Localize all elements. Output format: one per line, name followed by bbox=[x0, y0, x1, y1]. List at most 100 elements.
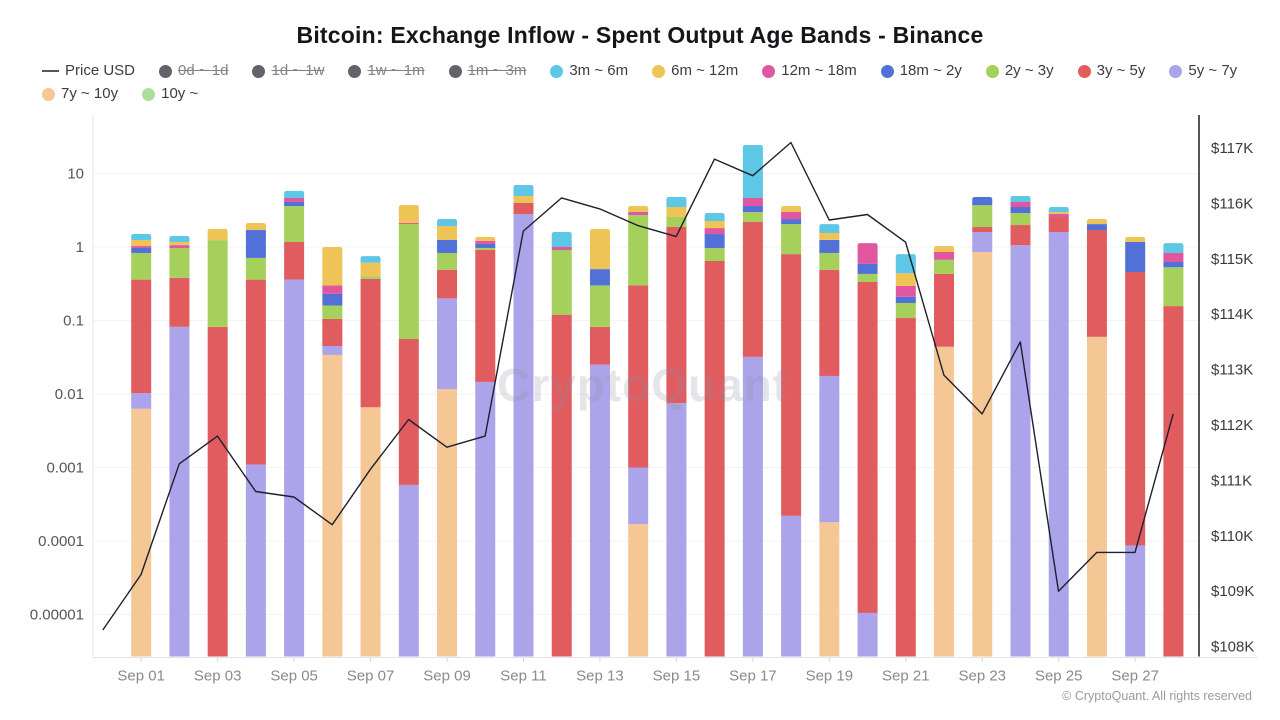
bar-segment-sep-04[interactable] bbox=[245, 230, 266, 258]
bar-segment-sep-15[interactable] bbox=[666, 227, 687, 404]
bar-segment-sep-09[interactable] bbox=[437, 252, 458, 270]
bar-segment-sep-24[interactable] bbox=[1010, 213, 1031, 226]
bar-segment-sep-05[interactable] bbox=[284, 206, 305, 242]
bar-segment-sep-18[interactable] bbox=[781, 212, 802, 220]
bar-segment-sep-09[interactable] bbox=[437, 219, 458, 227]
bar-segment-sep-23[interactable] bbox=[972, 205, 993, 228]
bar-segment-sep-01[interactable] bbox=[131, 240, 152, 247]
bar-segment-sep-28[interactable] bbox=[1163, 306, 1184, 657]
legend-item-1w-1m[interactable]: 1w ~ 1m bbox=[348, 61, 425, 81]
bar-segment-sep-05[interactable] bbox=[284, 279, 305, 657]
bar-segment-sep-10[interactable] bbox=[475, 240, 496, 244]
bar-segment-sep-22[interactable] bbox=[934, 246, 955, 253]
bar-segment-sep-03[interactable] bbox=[207, 228, 228, 241]
bar-segment-sep-10[interactable] bbox=[475, 247, 496, 251]
bar-segment-sep-19[interactable] bbox=[819, 233, 840, 240]
bar-segment-sep-09[interactable] bbox=[437, 388, 458, 657]
bar-segment-sep-07[interactable] bbox=[360, 262, 381, 277]
bar-segment-sep-04[interactable] bbox=[245, 279, 266, 465]
bar-segment-sep-24[interactable] bbox=[1010, 207, 1031, 214]
bar-segment-sep-11[interactable] bbox=[513, 196, 534, 203]
bar-segment-sep-17[interactable] bbox=[742, 206, 763, 213]
bar-segment-sep-07[interactable] bbox=[360, 407, 381, 657]
legend-item-10y[interactable]: 10y ~ bbox=[142, 84, 198, 104]
bar-segment-sep-22[interactable] bbox=[934, 346, 955, 657]
bar-segment-sep-27[interactable] bbox=[1125, 241, 1146, 272]
bar-segment-sep-10[interactable] bbox=[475, 250, 496, 382]
bar-segment-sep-16[interactable] bbox=[704, 220, 725, 229]
legend-item-7y-10y[interactable]: 7y ~ 10y bbox=[42, 84, 118, 104]
bar-segment-sep-08[interactable] bbox=[398, 484, 419, 657]
bar-segment-sep-26[interactable] bbox=[1086, 230, 1107, 337]
bar-segment-sep-14[interactable] bbox=[628, 212, 649, 216]
legend-item-1d-1w[interactable]: 1d ~ 1w bbox=[252, 61, 324, 81]
bar-segment-sep-20[interactable] bbox=[857, 282, 878, 613]
bar-segment-sep-05[interactable] bbox=[284, 190, 305, 198]
bar-segment-sep-24[interactable] bbox=[1010, 196, 1031, 202]
bar-segment-sep-01[interactable] bbox=[131, 252, 152, 280]
legend-item-2y-3y[interactable]: 2y ~ 3y bbox=[985, 61, 1054, 81]
bar-segment-sep-22[interactable] bbox=[934, 252, 955, 260]
bar-segment-sep-18[interactable] bbox=[781, 224, 802, 255]
bar-segment-sep-24[interactable] bbox=[1010, 225, 1031, 246]
bar-segment-sep-06[interactable] bbox=[322, 247, 343, 286]
legend-item-18m-2y[interactable]: 18m ~ 2y bbox=[880, 61, 962, 81]
bar-segment-sep-17[interactable] bbox=[742, 356, 763, 657]
bar-segment-sep-09[interactable] bbox=[437, 239, 458, 253]
bar-segment-sep-25[interactable] bbox=[1048, 212, 1069, 215]
bar-segment-sep-21[interactable] bbox=[895, 303, 916, 319]
bar-segment-sep-21[interactable] bbox=[895, 254, 916, 274]
bar-segment-sep-02[interactable] bbox=[169, 277, 190, 327]
bar-segment-sep-05[interactable] bbox=[284, 197, 305, 202]
bar-segment-sep-01[interactable] bbox=[131, 279, 152, 394]
bar-segment-sep-08[interactable] bbox=[398, 224, 419, 340]
bar-segment-sep-08[interactable] bbox=[398, 223, 419, 225]
bar-segment-sep-12[interactable] bbox=[551, 247, 572, 251]
legend-item-5y-7y[interactable]: 5y ~ 7y bbox=[1169, 61, 1237, 81]
bar-segment-sep-20[interactable] bbox=[857, 243, 878, 264]
bar-segment-sep-17[interactable] bbox=[742, 145, 763, 198]
bar-segment-sep-10[interactable] bbox=[475, 243, 496, 248]
bar-segment-sep-26[interactable] bbox=[1086, 224, 1107, 231]
bar-segment-sep-24[interactable] bbox=[1010, 245, 1031, 657]
legend-item-3y-5y[interactable]: 3y ~ 5y bbox=[1077, 61, 1145, 81]
bar-segment-sep-06[interactable] bbox=[322, 285, 343, 294]
bar-segment-sep-16[interactable] bbox=[704, 260, 725, 657]
bar-segment-sep-11[interactable] bbox=[513, 214, 534, 657]
bar-segment-sep-23[interactable] bbox=[972, 227, 993, 232]
bar-segment-sep-10[interactable] bbox=[475, 236, 496, 241]
bar-segment-sep-02[interactable] bbox=[169, 236, 190, 242]
bar-segment-sep-12[interactable] bbox=[551, 250, 572, 315]
bar-segment-sep-15[interactable] bbox=[666, 216, 687, 228]
bar-segment-sep-06[interactable] bbox=[322, 354, 343, 657]
bar-segment-sep-07[interactable] bbox=[360, 276, 381, 279]
bar-segment-sep-13[interactable] bbox=[589, 364, 610, 657]
bar-segment-sep-19[interactable] bbox=[819, 375, 840, 523]
bar-segment-sep-15[interactable] bbox=[666, 207, 687, 217]
bar-segment-sep-09[interactable] bbox=[437, 269, 458, 299]
bar-segment-sep-11[interactable] bbox=[513, 202, 534, 215]
bar-segment-sep-25[interactable] bbox=[1048, 207, 1069, 213]
bar-segment-sep-04[interactable] bbox=[245, 223, 266, 231]
bar-segment-sep-14[interactable] bbox=[628, 524, 649, 657]
bar-segment-sep-02[interactable] bbox=[169, 326, 190, 657]
bar-segment-sep-23[interactable] bbox=[972, 252, 993, 657]
bar-segment-sep-06[interactable] bbox=[322, 305, 343, 319]
bar-segment-sep-25[interactable] bbox=[1048, 216, 1069, 232]
bar-segment-sep-12[interactable] bbox=[551, 231, 572, 247]
bar-segment-sep-18[interactable] bbox=[781, 515, 802, 657]
bar-segment-sep-13[interactable] bbox=[589, 285, 610, 327]
bar-segment-sep-19[interactable] bbox=[819, 239, 840, 253]
bar-segment-sep-15[interactable] bbox=[666, 403, 687, 657]
legend-item-12m-18m[interactable]: 12m ~ 18m bbox=[762, 61, 857, 81]
bar-segment-sep-27[interactable] bbox=[1125, 236, 1146, 242]
legend-item-3m-6m[interactable]: 3m ~ 6m bbox=[550, 61, 628, 81]
bar-segment-sep-06[interactable] bbox=[322, 345, 343, 355]
bar-segment-sep-01[interactable] bbox=[131, 246, 152, 248]
bar-segment-sep-19[interactable] bbox=[819, 269, 840, 376]
bar-segment-sep-26[interactable] bbox=[1086, 336, 1107, 657]
bar-segment-sep-16[interactable] bbox=[704, 247, 725, 261]
bar-segment-sep-03[interactable] bbox=[207, 240, 228, 327]
bar-segment-sep-25[interactable] bbox=[1048, 214, 1069, 217]
bar-segment-sep-04[interactable] bbox=[245, 464, 266, 657]
